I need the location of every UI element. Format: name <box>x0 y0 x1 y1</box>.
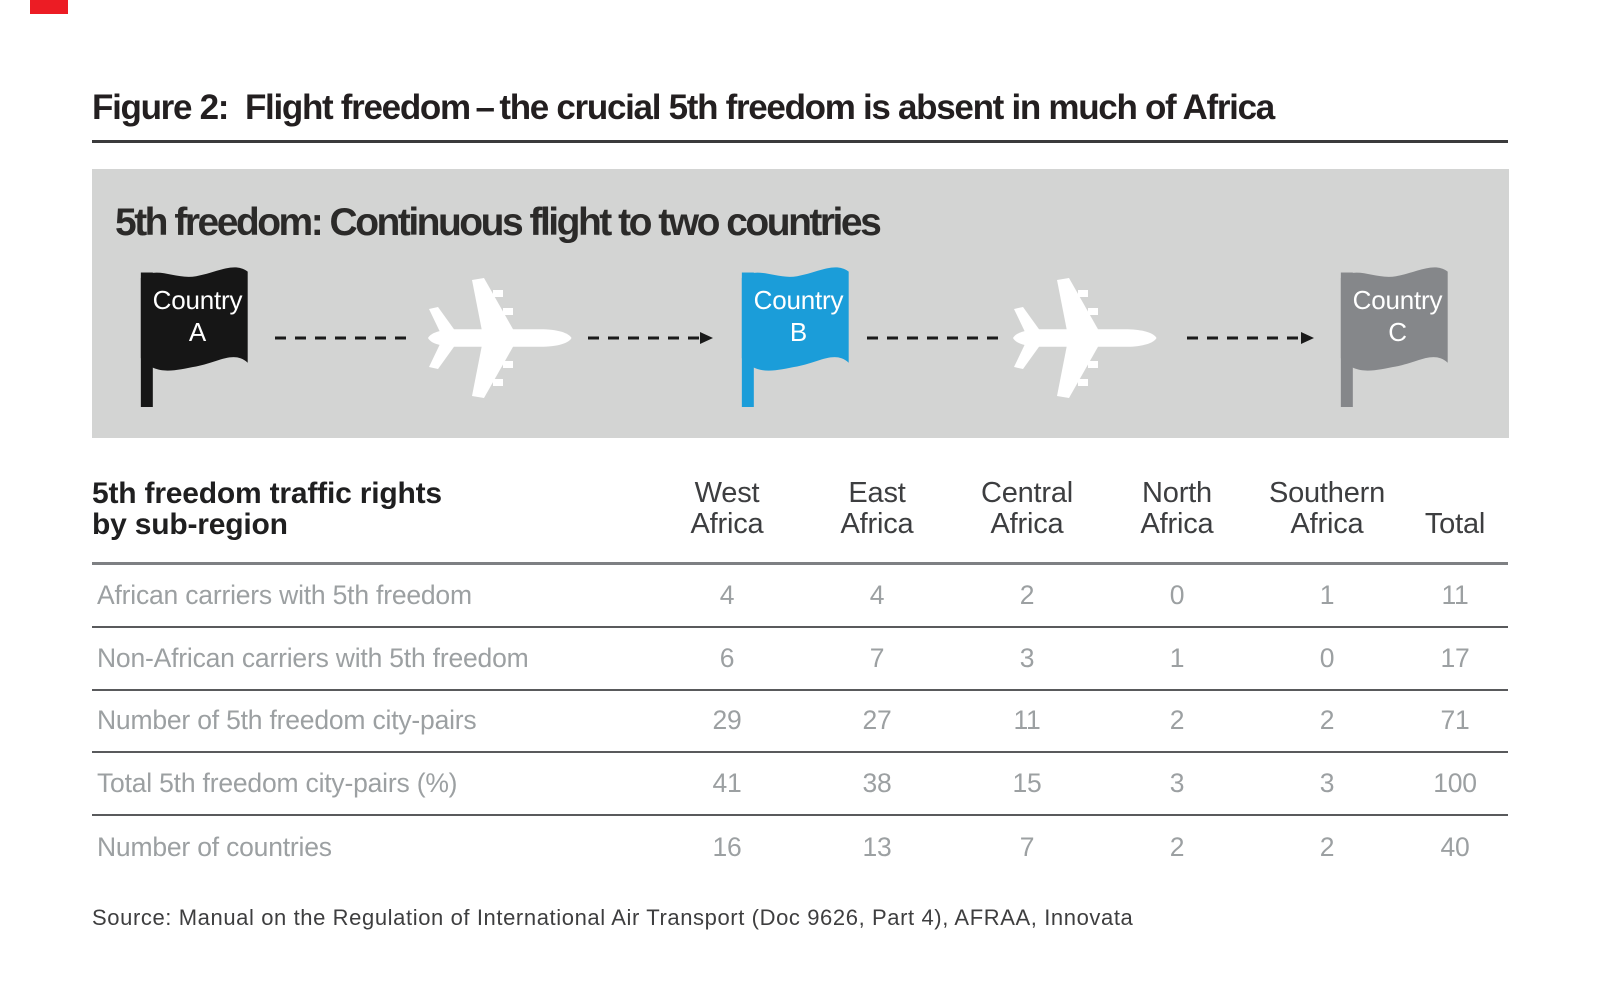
figure-title: Figure 2: Flight freedom – the crucial 5… <box>92 88 1275 127</box>
column-header-east-africa: East Africa <box>840 477 914 540</box>
route-dash-a-to-plane <box>275 331 411 345</box>
route-dash-b-to-plane <box>867 331 1002 345</box>
airplane-icon-1 <box>420 273 580 403</box>
row-value: 2 <box>1169 705 1185 736</box>
row-value: 1 <box>1319 579 1335 610</box>
row-value: 3 <box>1169 768 1185 799</box>
row-label: Non-African carriers with 5th freedom <box>97 642 529 673</box>
row-value: 13 <box>862 831 892 862</box>
row-value: 2 <box>1169 831 1185 862</box>
row-label: African carriers with 5th freedom <box>97 579 472 610</box>
row-value: 100 <box>1433 768 1477 799</box>
airplane-icon-2 <box>1005 273 1165 403</box>
row-value: 29 <box>712 705 742 736</box>
row-value: 11 <box>1441 579 1469 610</box>
row-value: 38 <box>862 768 892 799</box>
column-header-north-africa: North Africa <box>1140 477 1214 540</box>
row-value: 40 <box>1440 831 1470 862</box>
column-header-west-africa: West Africa <box>690 477 764 540</box>
row-value: 15 <box>1012 768 1042 799</box>
row-value: 7 <box>1019 831 1035 862</box>
flag-label: Country A <box>152 285 243 347</box>
row-value: 0 <box>1319 642 1335 673</box>
row-label: Total 5th freedom city-pairs (%) <box>97 768 458 799</box>
table-row: Total 5th freedom city-pairs (%) 41 38 15 3 3… <box>92 753 1508 816</box>
table-row: Number of countries 16 13 7 2 2 40 <box>92 816 1508 879</box>
row-value: 2 <box>1319 831 1335 862</box>
row-value: 16 <box>712 831 742 862</box>
row-value: 7 <box>869 642 885 673</box>
column-header-total: Total <box>1424 508 1486 540</box>
table-title-line1: 5th freedom traffic rights <box>92 477 442 510</box>
country-c-flag-icon: Country C <box>1338 267 1451 407</box>
row-value: 3 <box>1019 642 1035 673</box>
row-value: 6 <box>719 642 735 673</box>
table-title-line2: by sub-region <box>92 508 288 541</box>
country-b-flag-icon: Country B <box>739 267 852 407</box>
table-row: Non-African carriers with 5th freedom 6 7 3… <box>92 628 1508 691</box>
title-rule <box>92 140 1508 143</box>
row-value: 4 <box>719 579 735 610</box>
row-label: Number of 5th freedom city-pairs <box>97 705 477 736</box>
table-row: Number of 5th freedom city-pairs 29 27 11 2 2… <box>92 691 1508 754</box>
column-header-southern-africa: Southern Africa <box>1268 477 1386 540</box>
row-value: 17 <box>1440 642 1470 673</box>
route-arrow-to-country-b <box>588 331 713 345</box>
row-value: 27 <box>862 705 892 736</box>
row-label: Number of countries <box>97 831 332 862</box>
row-value: 2 <box>1019 579 1035 610</box>
table-body: African carriers with 5th freedom 4 4 2 0 1 11… <box>92 565 1508 879</box>
country-a-flag-icon: Country A <box>138 267 251 407</box>
source-note: Source: Manual on the Regulation of Inte… <box>92 905 1134 930</box>
row-value: 1 <box>1169 642 1185 673</box>
row-value: 4 <box>869 579 885 610</box>
row-value: 71 <box>1440 705 1470 736</box>
page-edge-red-tab <box>30 0 68 14</box>
route-arrow-to-country-c <box>1187 331 1314 345</box>
row-value: 11 <box>1013 705 1041 736</box>
banner-heading: 5th freedom: Continuous flight to two co… <box>115 201 882 244</box>
row-value: 2 <box>1319 705 1335 736</box>
column-header-central-africa: Central Africa <box>980 477 1074 540</box>
row-value: 0 <box>1169 579 1185 610</box>
table-header-rule <box>92 562 1508 565</box>
table-row: African carriers with 5th freedom 4 4 2 0 1 11 <box>92 565 1508 628</box>
table-title: 5th freedom traffic rights by sub-region <box>92 478 652 540</box>
flag-label: Country B <box>753 285 844 347</box>
flag-label: Country C <box>1352 285 1443 347</box>
table-header: 5th freedom traffic rights by sub-region… <box>92 477 1508 541</box>
row-value: 3 <box>1319 768 1335 799</box>
row-value: 41 <box>712 768 742 799</box>
freedom-banner: 5th freedom: Continuous flight to two co… <box>92 169 1509 438</box>
